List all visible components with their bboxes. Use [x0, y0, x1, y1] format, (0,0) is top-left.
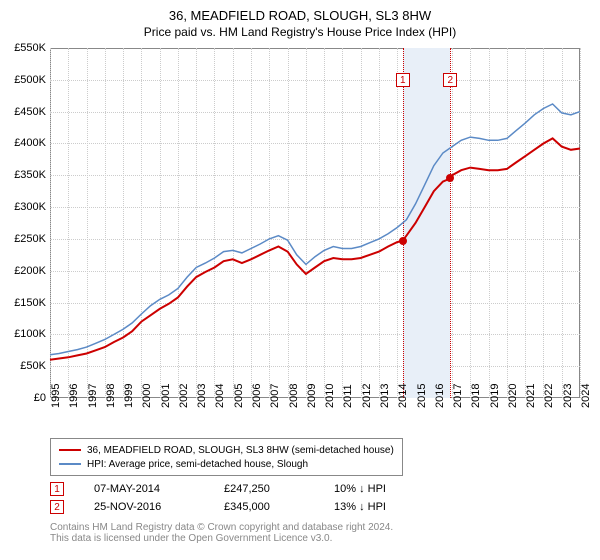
x-axis-label: 2024 — [580, 384, 600, 408]
sale-price: £247,250 — [224, 483, 304, 495]
y-axis-label: £0 — [0, 392, 46, 404]
footer: Contains HM Land Registry data © Crown c… — [50, 522, 393, 544]
chart-title: 36, MEADFIELD ROAD, SLOUGH, SL3 8HW — [0, 0, 600, 23]
sale-delta: 13% ↓ HPI — [334, 501, 386, 513]
y-axis-label: £450K — [0, 106, 46, 118]
zone-marker: 2 — [443, 73, 457, 87]
legend-row: HPI: Average price, semi-detached house,… — [59, 457, 394, 471]
footer-line: This data is licensed under the Open Gov… — [50, 533, 393, 544]
zone-marker: 1 — [396, 73, 410, 87]
footer-line: Contains HM Land Registry data © Crown c… — [50, 522, 393, 533]
sale-marker-icon: 1 — [50, 482, 64, 496]
series-line — [50, 138, 580, 359]
y-axis-label: £500K — [0, 74, 46, 86]
y-axis-label: £400K — [0, 137, 46, 149]
legend-row: 36, MEADFIELD ROAD, SLOUGH, SL3 8HW (sem… — [59, 443, 394, 457]
y-axis-label: £50K — [0, 360, 46, 372]
legend-swatch — [59, 463, 81, 465]
chart-area: 12 — [50, 48, 580, 398]
y-axis-label: £300K — [0, 201, 46, 213]
y-axis-label: £550K — [0, 42, 46, 54]
sale-marker-icon: 2 — [50, 500, 64, 514]
sale-point-marker — [446, 174, 454, 182]
sale-date: 07-MAY-2014 — [94, 483, 194, 495]
y-axis-label: £250K — [0, 233, 46, 245]
sale-row: 1 07-MAY-2014 £247,250 10% ↓ HPI — [50, 480, 386, 498]
sale-row: 2 25-NOV-2016 £345,000 13% ↓ HPI — [50, 498, 386, 516]
chart-subtitle: Price paid vs. HM Land Registry's House … — [0, 23, 600, 39]
sale-date: 25-NOV-2016 — [94, 501, 194, 513]
legend: 36, MEADFIELD ROAD, SLOUGH, SL3 8HW (sem… — [50, 438, 403, 476]
y-axis-label: £350K — [0, 169, 46, 181]
y-axis-label: £150K — [0, 297, 46, 309]
legend-swatch — [59, 449, 81, 451]
y-axis-label: £100K — [0, 328, 46, 340]
legend-label: 36, MEADFIELD ROAD, SLOUGH, SL3 8HW (sem… — [87, 445, 394, 456]
sale-point-marker — [399, 237, 407, 245]
chart-lines — [50, 48, 580, 398]
sale-table: 1 07-MAY-2014 £247,250 10% ↓ HPI 2 25-NO… — [50, 480, 386, 516]
grid-line — [580, 48, 581, 398]
legend-label: HPI: Average price, semi-detached house,… — [87, 459, 308, 470]
sale-price: £345,000 — [224, 501, 304, 513]
y-axis-label: £200K — [0, 265, 46, 277]
series-line — [50, 104, 580, 355]
sale-delta: 10% ↓ HPI — [334, 483, 386, 495]
